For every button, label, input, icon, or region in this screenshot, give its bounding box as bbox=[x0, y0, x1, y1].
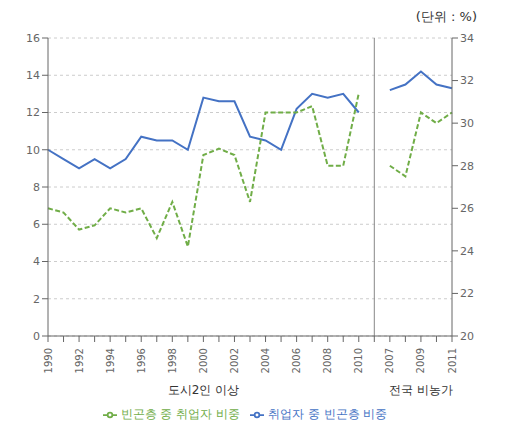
svg-text:26: 26 bbox=[460, 202, 474, 215]
svg-text:2009: 2009 bbox=[415, 348, 426, 373]
svg-text:2008: 2008 bbox=[322, 348, 333, 373]
svg-text:8: 8 bbox=[33, 181, 40, 194]
svg-text:2007: 2007 bbox=[384, 348, 395, 373]
svg-text:34: 34 bbox=[460, 32, 474, 45]
svg-text:2002: 2002 bbox=[229, 348, 240, 373]
svg-text:24: 24 bbox=[460, 245, 474, 258]
svg-text:2: 2 bbox=[33, 293, 40, 306]
svg-text:32: 32 bbox=[460, 74, 474, 87]
svg-text:20: 20 bbox=[460, 330, 474, 343]
svg-text:2004: 2004 bbox=[260, 348, 271, 373]
svg-text:10: 10 bbox=[26, 144, 40, 157]
svg-text:1992: 1992 bbox=[74, 348, 85, 373]
svg-text:28: 28 bbox=[460, 160, 474, 173]
html-text:빈곤층 중 취업자 비중: 빈곤층 중 취업자 비중 bbox=[120, 407, 240, 421]
svg-text:6: 6 bbox=[33, 218, 40, 231]
svg-text:2011: 2011 bbox=[447, 348, 458, 373]
svg-text:도시2인 이상: 도시2인 이상 bbox=[168, 383, 239, 397]
svg-text:1990: 1990 bbox=[43, 348, 54, 373]
svg-text:30: 30 bbox=[460, 117, 474, 130]
svg-text:1994: 1994 bbox=[105, 348, 116, 373]
svg-text:1998: 1998 bbox=[167, 348, 178, 373]
svg-text:1996: 1996 bbox=[136, 348, 147, 373]
svg-text:12: 12 bbox=[26, 106, 40, 119]
svg-text:2010: 2010 bbox=[353, 348, 364, 373]
svg-text:2000: 2000 bbox=[198, 348, 209, 373]
svg-text:4: 4 bbox=[33, 255, 40, 268]
svg-text:16: 16 bbox=[26, 32, 40, 45]
html-text:취업자 중 빈곤층 비중: 취업자 중 빈곤층 비중 bbox=[268, 407, 388, 421]
svg-text:22: 22 bbox=[460, 287, 474, 300]
svg-text:전국 비농가: 전국 비농가 bbox=[389, 383, 453, 397]
html-text:(단위 : %): (단위 : %) bbox=[415, 9, 477, 24]
svg-text:0: 0 bbox=[33, 330, 40, 343]
svg-text:14: 14 bbox=[26, 69, 40, 82]
svg-text:2006: 2006 bbox=[291, 348, 302, 373]
